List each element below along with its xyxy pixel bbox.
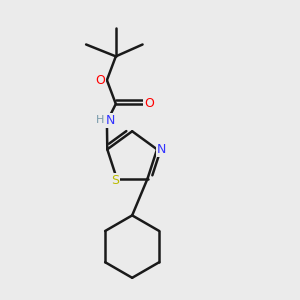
Text: O: O — [144, 98, 154, 110]
Text: H: H — [96, 115, 105, 125]
Text: N: N — [157, 143, 166, 156]
Text: N: N — [106, 114, 115, 128]
Text: S: S — [111, 174, 119, 187]
Text: O: O — [95, 74, 105, 87]
